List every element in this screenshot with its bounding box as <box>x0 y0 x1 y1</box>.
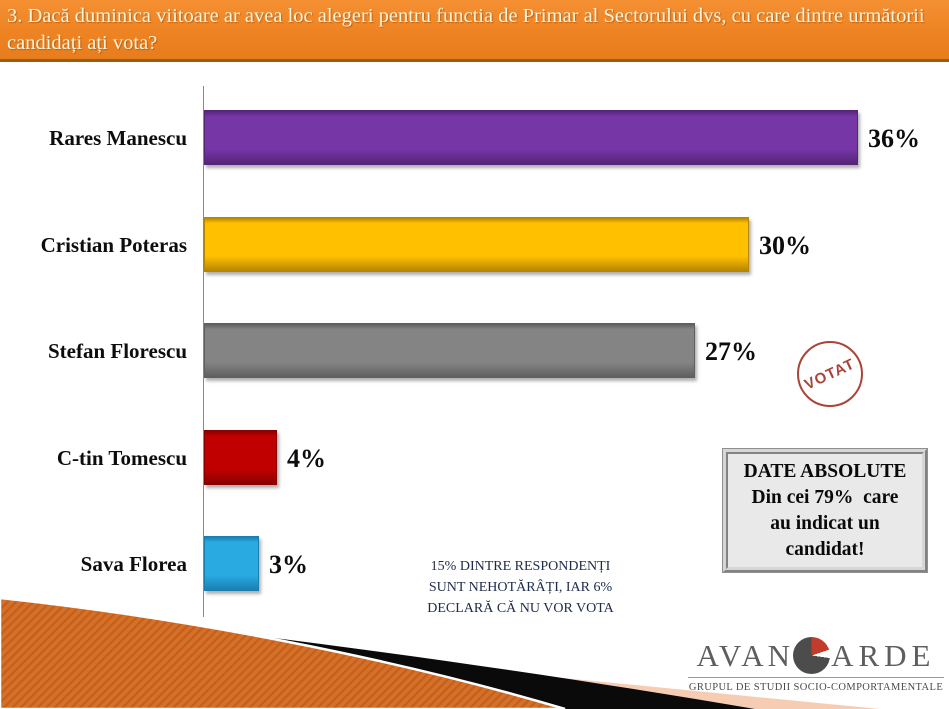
bar-chart: Rares Manescu 36% Cristian Poteras 30% S… <box>0 62 949 620</box>
value-label: 30% <box>759 230 811 260</box>
note-line: DECLARĂ CĂ NU VOR VOTA <box>427 601 614 616</box>
value-label: 3% <box>269 549 308 579</box>
votat-stamp-icon: VOTAT <box>797 341 863 407</box>
value-label: 4% <box>287 443 326 473</box>
value-label: 27% <box>705 336 757 366</box>
logo-tagline: GRUPUL DE STUDII SOCIO-COMPORTAMENTALE <box>688 682 944 693</box>
category-label: Sava Florea <box>80 552 187 576</box>
votat-stamp-label: VOTAT <box>802 354 858 394</box>
y-axis-line <box>203 86 204 617</box>
value-label: 36% <box>868 123 920 153</box>
note-line: SUNT NEHOTĂRÂȚI, IAR 6% <box>428 580 613 595</box>
bar <box>204 323 695 378</box>
category-label: Rares Manescu <box>49 126 187 150</box>
callout-line: DATE ABSOLUTE <box>743 460 907 482</box>
chart-row: C-tin Tomescu 4% <box>0 430 949 487</box>
category-label: Cristian Poteras <box>40 233 187 257</box>
category-label: Stefan Florescu <box>47 339 187 363</box>
callout-line: Din cei 79% care <box>751 486 899 508</box>
chart-row: Sava Florea 3% <box>0 536 949 593</box>
undecided-note: 15% DINTRE RESPONDENȚI SUNT NEHOTĂRÂȚI, … <box>383 556 658 619</box>
logo-wordmark: AVAN ARDE <box>688 637 944 674</box>
callout-line: au indicat un <box>770 512 880 534</box>
bar <box>204 110 858 165</box>
bar <box>204 217 749 272</box>
chart-row: Stefan Florescu 27% <box>0 323 949 380</box>
question-text: 3. Dacă duminica viitoare ar avea loc al… <box>7 5 925 54</box>
callout-line: candidat! <box>785 538 865 560</box>
chart-row: Cristian Poteras 30% <box>0 217 949 274</box>
pie-chart-icon <box>793 637 831 674</box>
note-line: 15% DINTRE RESPONDENȚI <box>430 559 611 574</box>
avangarde-logo: AVAN ARDE GRUPUL DE STUDII SOCIO-COMPORT… <box>688 637 944 693</box>
corner-decoration <box>0 596 880 709</box>
date-absolute-callout: DATE ABSOLUTE Din cei 79% care au indica… <box>722 448 928 573</box>
logo-divider <box>688 677 944 678</box>
bar <box>204 536 259 591</box>
logo-text-suffix: ARDE <box>831 637 936 673</box>
category-label: C-tin Tomescu <box>56 446 187 470</box>
question-banner: 3. Dacă duminica viitoare ar avea loc al… <box>0 0 949 62</box>
bar <box>204 430 277 485</box>
chart-row: Rares Manescu 36% <box>0 110 949 167</box>
logo-text-prefix: AVAN <box>696 637 795 673</box>
